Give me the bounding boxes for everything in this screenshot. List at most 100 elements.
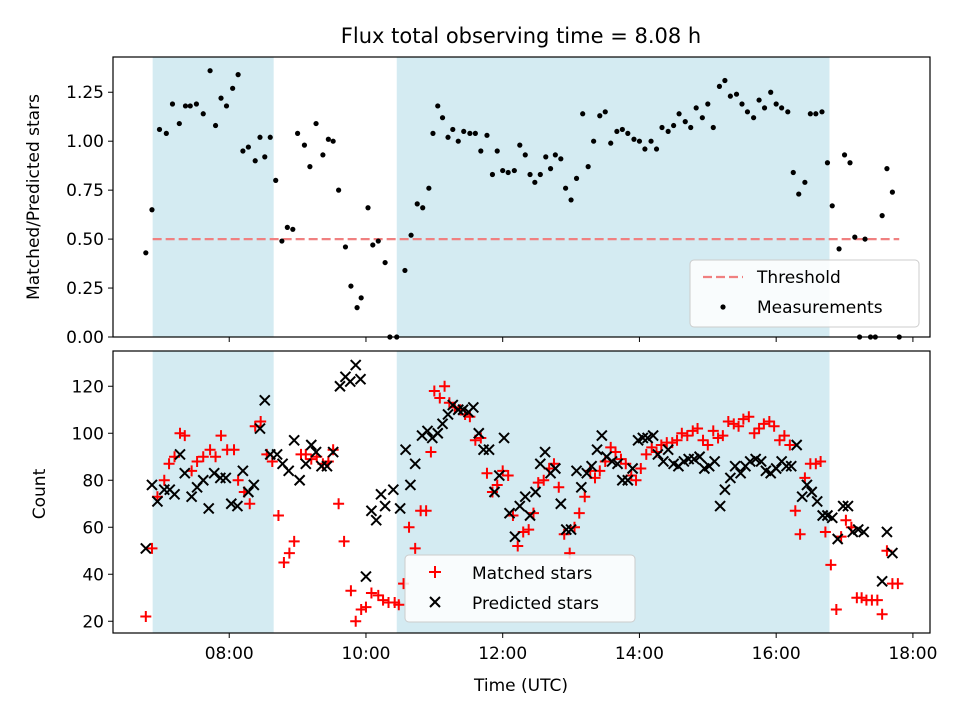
- bottom-y-tick-label: 40: [82, 565, 104, 585]
- measurement-point: [517, 142, 523, 148]
- predicted-star-point: [409, 458, 421, 470]
- matched-star-point: [174, 427, 186, 439]
- predicted-star-point: [174, 448, 186, 461]
- predicted-star-point: [203, 502, 215, 515]
- matched-star-point: [425, 446, 437, 458]
- measurement-point: [313, 120, 319, 127]
- top-y-tick-label: 0.50: [66, 230, 104, 250]
- measurement-point: [187, 103, 193, 109]
- measurement-point: [807, 111, 813, 117]
- predicted-star-point: [876, 575, 888, 588]
- matched-star-point: [434, 392, 446, 404]
- predicted-star-point: [596, 429, 608, 442]
- measurement-point: [455, 138, 461, 144]
- predicted-star-point: [334, 380, 346, 392]
- measurement-point: [580, 111, 586, 117]
- legend-measurements-label: Measurements: [757, 298, 883, 318]
- measurement-point: [182, 103, 189, 109]
- predicted-star-point: [708, 455, 721, 468]
- predicted-star-point: [208, 467, 220, 479]
- predicted-star-point: [591, 443, 603, 456]
- predicted-star-point: [555, 498, 567, 510]
- top-y-tick-label: 1.25: [66, 83, 104, 103]
- measurement-point: [408, 232, 414, 238]
- bottom-y-axis-label: Count: [30, 468, 50, 519]
- bottom-y-tick-label: 100: [72, 424, 104, 444]
- predicted-star-point: [370, 514, 382, 526]
- predicted-star-point: [622, 474, 634, 486]
- measurement-point: [642, 146, 648, 152]
- predicted-star-point: [231, 500, 244, 512]
- predicted-star-point: [519, 490, 531, 503]
- predicted-star-point: [394, 502, 406, 515]
- measurement-point: [648, 138, 654, 144]
- predicted-star-point: [811, 495, 823, 508]
- matched-star-point: [146, 542, 158, 554]
- matched-star-point: [758, 418, 770, 430]
- matched-star-point: [573, 507, 585, 519]
- matched-star-point: [840, 514, 852, 526]
- measurement-point: [143, 250, 149, 256]
- matched-star-point: [830, 604, 842, 615]
- matched-star-point: [158, 474, 170, 486]
- matched-star-point: [774, 434, 786, 446]
- measurement-point: [699, 115, 705, 121]
- predicted-star-point: [315, 460, 328, 472]
- matched-star-point: [523, 524, 535, 536]
- matched-star-point: [288, 535, 300, 547]
- top-legend: Threshold Measurements: [689, 259, 920, 328]
- measurement-point: [240, 148, 246, 154]
- measurement-point: [585, 164, 591, 170]
- predicted-star-point: [734, 467, 747, 479]
- matched-star-point: [671, 434, 683, 446]
- matched-star-point: [481, 467, 493, 479]
- matched-star-point: [486, 486, 498, 498]
- measurement-point: [614, 128, 620, 135]
- matched-star-point: [794, 528, 806, 540]
- measurement-point: [500, 167, 506, 174]
- top-y-ticks: 0.00 0.25 0.50 0.75 1.00 1.25: [66, 83, 113, 348]
- measurement-point: [676, 111, 682, 117]
- predicted-star-point: [452, 404, 464, 416]
- top-legend-box: [689, 259, 920, 328]
- matched-star-point: [763, 416, 775, 427]
- top-axes-frame: [112, 56, 931, 338]
- matched-star-point: [428, 385, 440, 397]
- matched-star-point: [365, 587, 377, 599]
- top-shaded-region: [152, 57, 274, 337]
- predicted-star-point: [473, 427, 485, 439]
- matched-star-point: [553, 481, 565, 493]
- predicted-star-point: [560, 523, 572, 536]
- matched-star-point: [743, 411, 755, 423]
- measurement-point: [597, 113, 603, 119]
- predicted-star-point: [729, 460, 741, 472]
- measurement-point: [382, 259, 388, 266]
- matched-star-point: [789, 505, 801, 517]
- predicted-star-point: [837, 500, 849, 512]
- predicted-star-point: [514, 500, 526, 512]
- predicted-star-point: [831, 533, 844, 545]
- measurement-point: [435, 103, 441, 109]
- predicted-star-point: [310, 446, 322, 458]
- predicted-star-point: [259, 394, 271, 407]
- measurement-point: [773, 101, 779, 107]
- measurement-point: [716, 83, 723, 89]
- predicted-star-point: [565, 523, 577, 536]
- matched-star-point: [255, 416, 267, 427]
- predicted-star-point: [349, 359, 362, 371]
- measurement-point: [813, 111, 819, 117]
- predicted-star-point: [886, 547, 899, 559]
- matched-star-point: [819, 526, 831, 538]
- legend-predicted-label: Predicted stars: [472, 594, 599, 614]
- matched-star-point: [825, 559, 837, 571]
- predicted-star-point: [344, 375, 356, 388]
- measurement-point: [619, 126, 625, 133]
- predicted-star-point: [581, 467, 593, 479]
- predicted-star-point: [785, 460, 797, 472]
- x-tick-label: 14:00: [615, 644, 664, 664]
- measurement-point: [325, 136, 331, 142]
- measurement-point: [862, 236, 868, 242]
- matched-star-point: [768, 420, 780, 432]
- measurement-point: [402, 267, 408, 274]
- measurement-point: [330, 138, 336, 144]
